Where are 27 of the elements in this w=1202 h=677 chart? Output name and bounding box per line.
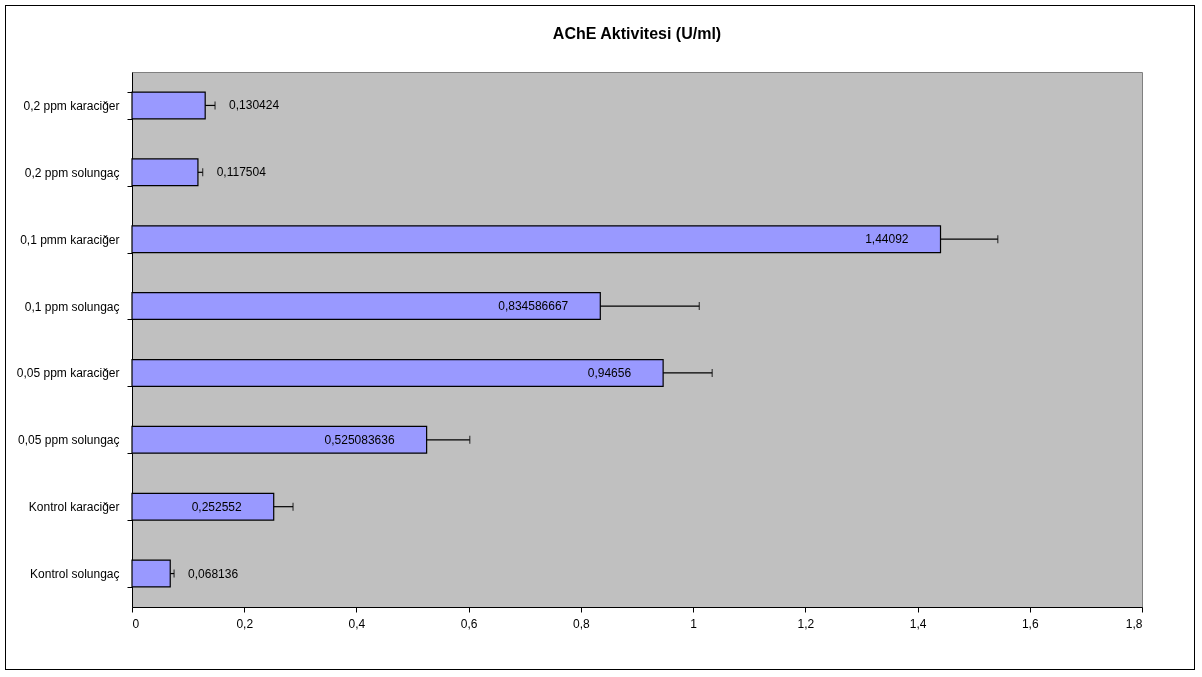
data-label: 0,94656 [587, 365, 632, 380]
x-tick-label: 0,6 [460, 616, 478, 631]
data-label: 0,834586667 [498, 299, 569, 314]
y-tick-label: Kontrol solungaç [30, 567, 120, 582]
y-tick-label: Kontrol karaciğer [28, 500, 120, 515]
x-tick-label: 0 [132, 616, 140, 631]
x-tick-label: 1,4 [909, 616, 927, 631]
y-tick-label: 0,05 ppm karaciğer [16, 366, 120, 381]
y-tick-label: 0,1 pmm karaciğer [20, 232, 120, 247]
data-label: 0,068136 [188, 566, 239, 581]
y-tick-label: 0,1 ppm solungaç [24, 299, 120, 314]
data-label: 0,117504 [216, 165, 267, 180]
data-label: 0,130424 [229, 98, 280, 113]
x-tick-label: 1,2 [797, 616, 815, 631]
y-tick-label: 0,2 ppm karaciğer [23, 98, 120, 113]
x-tick-label: 1,8 [1125, 616, 1143, 631]
data-label: 1,44092 [865, 232, 909, 247]
x-tick-label: 1,6 [1021, 616, 1039, 631]
chart-title: AChE Aktivitesi (U/ml) [552, 25, 722, 42]
x-tick-label: 0,4 [348, 616, 366, 631]
y-tick-label: 0,2 ppm solungaç [24, 165, 120, 180]
data-label: 0,525083636 [324, 432, 395, 447]
x-tick-label: 0,8 [573, 616, 591, 631]
y-tick-label: 0,05 ppm solungaç [18, 433, 120, 448]
data-label: 0,252552 [191, 499, 243, 514]
x-tick-label: 1 [690, 616, 698, 631]
x-tick-label: 0,2 [236, 616, 254, 631]
